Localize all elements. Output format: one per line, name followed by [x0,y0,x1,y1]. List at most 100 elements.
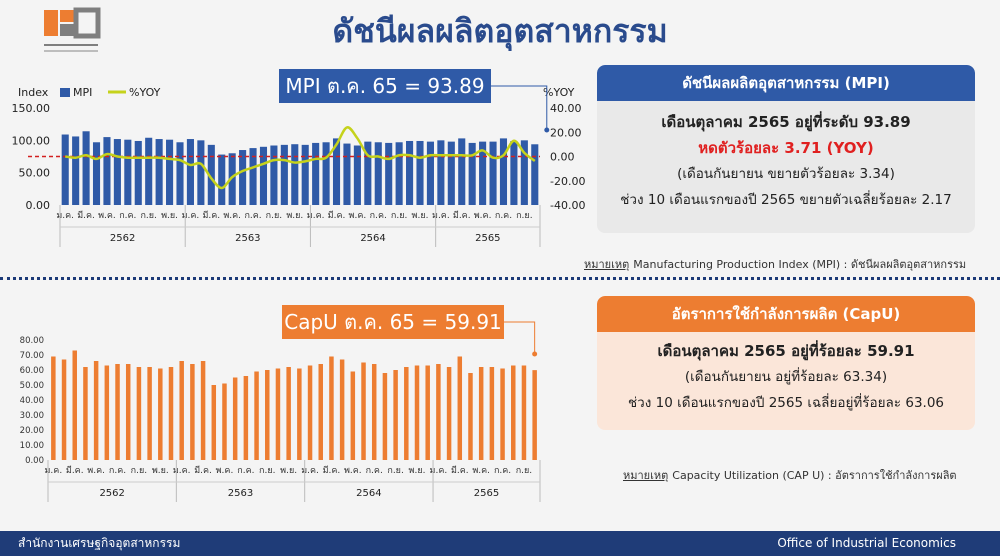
x-tick-label: ก.ย. [516,466,532,476]
mpi-bar [166,139,174,205]
year-label: 2565 [474,488,499,499]
x-tick-label: ก.ค. [237,466,254,476]
mpi-bar [426,141,434,205]
capu-bar [222,383,227,460]
x-tick-label: พ.ย. [286,211,303,221]
capu-bar [371,364,377,460]
capu-bar [286,367,291,460]
capu-bar [468,373,473,460]
mpi-bar [145,137,153,205]
x-tick-label: ก.ค. [366,466,383,476]
capu-note: หมายเหตุ Capacity Utilization (CAP U) : อ… [623,466,957,484]
capu-bar [93,361,99,460]
capu-bar [147,367,152,460]
mpi-bar [458,138,466,205]
x-tick-label: พ.ค. [349,211,367,221]
mpi-bar [72,136,80,205]
capu-bar [190,364,195,460]
y-axis-label: Index [18,86,49,99]
y-tick-label: 0.00 [25,456,44,466]
capu-bar [339,359,345,460]
mpi-bar [155,139,163,205]
mpi-bar [416,140,424,205]
capu-bar [200,361,206,460]
capu-bar [254,371,259,460]
mpi-bar [113,139,121,205]
mpi-bar [468,142,476,205]
mpi-bar [61,134,69,205]
x-tick-label: ม.ค. [56,211,74,221]
x-tick-label: พ.ย. [161,211,178,221]
mpi-note-text: Manufacturing Production Index (MPI) : ด… [633,258,967,271]
y-tick-label: 100.00 [12,134,51,147]
x-tick-label: พ.ย. [152,466,169,476]
capu-bar [265,370,270,460]
y2-tick-label: 0.00 [550,151,575,164]
y2-tick-label: -40.00 [550,199,585,212]
footer-left: สำนักงานเศรษฐกิจอุตสาหกรรม [18,536,181,550]
legend-mpi-label: MPI [73,86,92,99]
capu-callout: CapU ต.ค. 65 = 59.91 [282,305,504,339]
capu-bar [500,368,505,460]
y-tick-label: 40.00 [20,396,44,406]
capu-bar [83,367,88,460]
x-tick-label: ก.ย. [266,211,282,221]
capu-note-label: หมายเหตุ [623,469,669,482]
x-tick-label: ก.ย. [391,211,407,221]
year-label: 2562 [99,488,124,499]
x-tick-label: ก.ย. [131,466,147,476]
mpi-bar [259,146,268,205]
mpi-bar [531,144,539,205]
capu-bar [382,373,388,460]
x-tick-label: พ.ค. [223,211,241,221]
capu-panel-header: อัตราการใช้กำลังการผลิต (CapU) [597,296,975,332]
capu-panel-line1: เดือนตุลาคม 2565 อยู่ที่ร้อยละ 59.91 [657,342,915,360]
footer: สำนักงานเศรษฐกิจอุตสาหกรรม Office of Ind… [0,531,1000,556]
mpi-bar [92,142,101,205]
capu-bar [350,371,356,460]
x-tick-label: พ.ค. [472,466,490,476]
mpi-bar [249,148,257,205]
x-tick-label: ก.ย. [140,211,156,221]
x-tick-label: ม.ค. [307,211,325,221]
mpi-bar [332,138,341,205]
capu-bar [125,364,131,460]
y-tick-label: 20.00 [20,426,44,436]
mpi-bar [395,142,403,205]
x-tick-label: มี.ค. [202,210,220,221]
capu-bar [232,377,238,460]
x-tick-label: ก.ค. [494,466,511,476]
x-tick-label: ก.ค. [244,211,261,221]
x-tick-label: พ.ค. [344,466,362,476]
y-tick-label: 50.00 [20,381,44,391]
x-tick-label: ก.ค. [370,211,387,221]
capu-bar [478,367,484,460]
x-tick-label: ม.ค. [173,466,191,476]
mpi-bar [197,140,205,205]
x-tick-label: ก.ค. [109,466,126,476]
capu-bar [168,367,174,460]
y2-tick-label: -20.00 [550,175,585,188]
footer-right: Office of Industrial Economics [777,536,956,550]
x-tick-label: ก.ค. [495,211,512,221]
mpi-bar [82,131,90,205]
capu-bar [115,364,120,460]
capu-bar [329,356,334,460]
x-tick-label: ม.ค. [301,466,319,476]
mpi-bar [479,141,487,205]
mpi-bar [353,145,361,205]
x-tick-label: ก.ย. [516,211,532,221]
mpi-panel-line1: เดือนตุลาคม 2565 อยู่ที่ระดับ 93.89 [661,113,911,131]
x-tick-label: พ.ค. [216,466,234,476]
x-tick-label: มี.ค. [66,465,84,476]
logo [42,6,102,58]
year-label: 2564 [360,233,385,244]
capu-bar [457,356,463,460]
year-label: 2565 [475,233,500,244]
x-tick-label: มี.ค. [451,465,469,476]
y2-tick-label: 20.00 [550,126,582,139]
capu-chart: 0.00 10.00 20.00 30.00 40.00 50.00 60.00 70.00 8… [20,321,541,502]
mpi-panel-header: ดัชนีผลผลิตอุตสาหกรรม (MPI) [597,65,975,101]
mpi-bar [124,139,132,205]
capu-bar [243,376,249,460]
